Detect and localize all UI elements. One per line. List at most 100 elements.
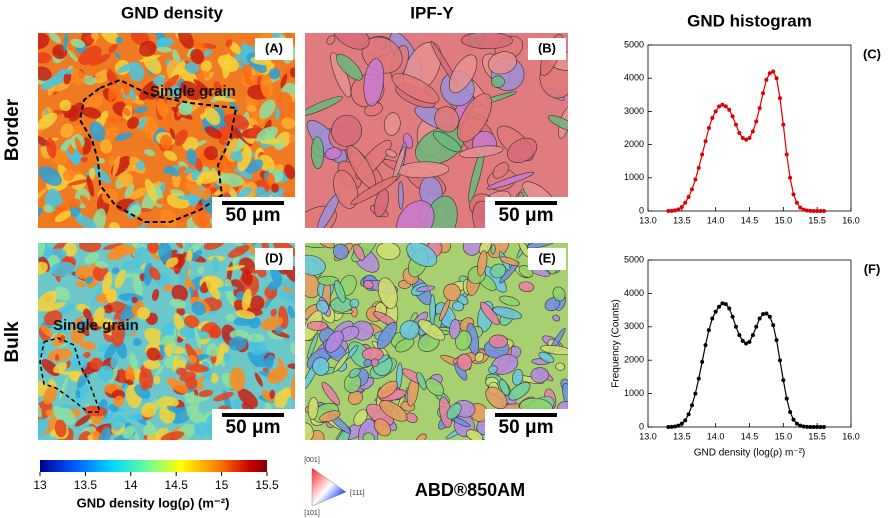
grain	[185, 61, 200, 74]
x-tick-label: 13.0	[639, 431, 657, 441]
grain	[281, 117, 295, 130]
grain	[180, 80, 202, 101]
grain	[326, 35, 336, 45]
grain	[260, 74, 274, 99]
grain	[174, 129, 188, 147]
grain	[287, 305, 295, 319]
grain	[43, 310, 63, 326]
grain	[94, 69, 111, 84]
grain	[499, 379, 510, 396]
data-point	[754, 119, 759, 124]
grain	[162, 74, 180, 91]
data-point	[696, 376, 701, 381]
data-point	[686, 195, 691, 200]
grain	[459, 145, 504, 158]
grain	[63, 243, 78, 257]
grain	[75, 265, 91, 280]
grain	[38, 243, 46, 258]
grain	[278, 291, 295, 302]
colorbar-tick-label: 15.5	[255, 478, 279, 492]
grain	[110, 353, 119, 369]
data-point	[710, 116, 715, 121]
grain	[243, 77, 254, 86]
colorbar-tick-label: 15	[215, 478, 229, 492]
grain	[38, 166, 62, 186]
scale-bar: 50 μm 50 μm 50 μm 50 μm	[212, 197, 568, 440]
grain	[316, 299, 329, 314]
data-point	[669, 208, 674, 213]
grain	[232, 399, 243, 410]
data-point	[781, 122, 786, 127]
label-bg	[528, 248, 566, 270]
grain	[267, 280, 281, 291]
grain	[499, 256, 520, 266]
data-point	[784, 396, 789, 401]
grain	[178, 265, 188, 286]
grain	[289, 342, 295, 355]
grain	[50, 206, 68, 221]
grain	[362, 432, 375, 440]
y-axis-label: Frequency (Counts)	[611, 299, 622, 387]
grain	[70, 329, 84, 344]
data-point	[791, 192, 796, 197]
grain	[416, 433, 427, 440]
data-point	[744, 341, 749, 346]
grain	[487, 51, 518, 75]
row-title: Bulk	[2, 321, 23, 363]
grain	[280, 73, 288, 88]
grain	[166, 405, 183, 414]
grain	[227, 245, 250, 258]
grain	[331, 114, 362, 147]
grain	[222, 53, 232, 79]
grain	[268, 68, 281, 80]
grain	[72, 124, 83, 136]
grain	[383, 112, 401, 136]
grain	[185, 395, 210, 404]
grain	[166, 377, 189, 394]
grain	[350, 175, 398, 205]
grain	[90, 33, 100, 40]
data-point	[808, 425, 813, 429]
grain	[190, 40, 206, 49]
grain	[102, 271, 113, 295]
grain	[156, 198, 167, 205]
grain	[160, 134, 173, 150]
grain	[103, 304, 113, 314]
grain	[225, 39, 233, 48]
grain	[79, 195, 91, 207]
grain	[228, 336, 247, 351]
grain	[462, 243, 482, 256]
grain	[432, 131, 462, 153]
grain	[277, 91, 294, 116]
grain	[191, 301, 206, 316]
grain	[90, 357, 103, 370]
grain	[59, 99, 72, 112]
grain	[349, 298, 360, 308]
ipf-label: [001]	[304, 457, 320, 464]
data-point	[666, 425, 671, 429]
data-point	[801, 207, 806, 212]
grain	[127, 413, 147, 421]
region-label: Single grain	[150, 83, 236, 100]
scale-bar-label: 50 μm	[499, 205, 554, 226]
colorbar-label: GND density log(ρ) (m⁻²)	[77, 495, 230, 510]
panel-label: (D)	[265, 250, 283, 265]
data-point	[706, 328, 711, 333]
grain	[156, 396, 179, 409]
label-bg	[255, 38, 293, 60]
grain	[163, 150, 178, 162]
label-bg	[255, 248, 293, 270]
grain	[477, 250, 488, 277]
grain	[84, 252, 100, 264]
grain	[59, 68, 74, 75]
grain	[245, 159, 264, 174]
grain	[53, 362, 68, 374]
data-point	[689, 403, 694, 408]
scale-bar-line	[222, 201, 284, 205]
grain	[60, 138, 72, 153]
grain	[363, 359, 373, 367]
grain	[284, 164, 295, 180]
data-point	[757, 106, 762, 111]
grain	[492, 162, 509, 179]
grain	[144, 178, 157, 202]
